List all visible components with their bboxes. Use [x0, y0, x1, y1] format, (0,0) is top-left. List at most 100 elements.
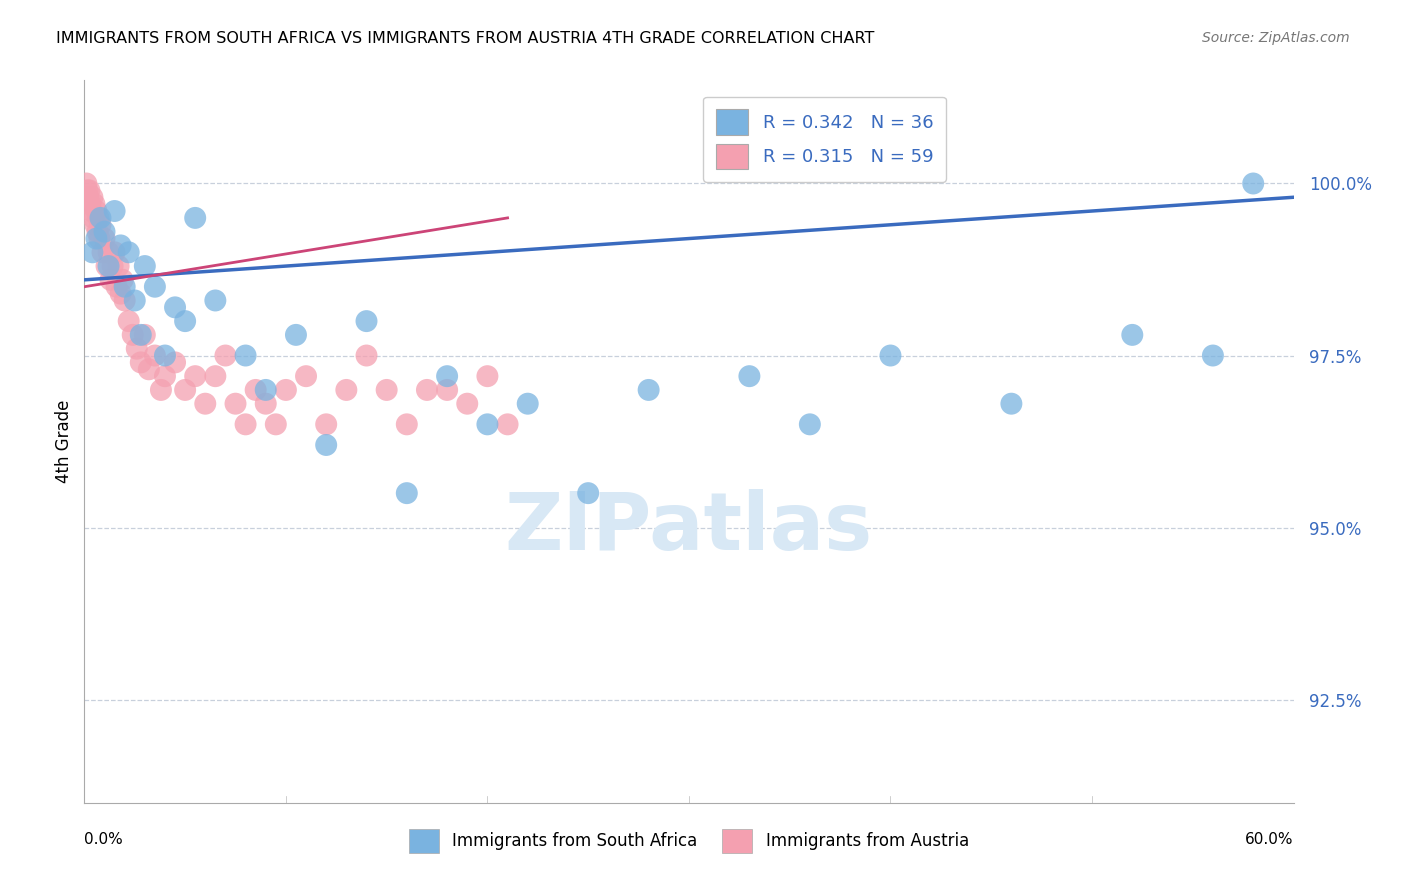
Point	[496, 417, 519, 432]
Point	[86, 204, 108, 219]
Point	[264, 417, 287, 432]
Text: 0.0%: 0.0%	[84, 831, 124, 847]
Point	[100, 273, 122, 287]
Point	[134, 259, 156, 273]
Text: Source: ZipAtlas.com: Source: ZipAtlas.com	[1202, 31, 1350, 45]
Point	[295, 369, 318, 384]
Point	[134, 327, 156, 342]
Point	[395, 486, 418, 500]
Point	[214, 349, 236, 363]
Point	[104, 204, 127, 219]
Point	[104, 245, 127, 260]
Point	[1241, 177, 1264, 191]
Point	[174, 314, 197, 328]
Point	[204, 369, 226, 384]
Point	[184, 211, 207, 225]
Point	[184, 369, 207, 384]
Point	[97, 259, 120, 273]
Point	[1202, 349, 1225, 363]
Point	[97, 245, 120, 260]
Point	[93, 231, 115, 245]
Point	[125, 342, 148, 356]
Point	[96, 259, 118, 273]
Text: 60.0%: 60.0%	[1246, 831, 1294, 847]
Point	[477, 417, 499, 432]
Point	[82, 190, 104, 204]
Point	[274, 383, 297, 397]
Point	[395, 417, 418, 432]
Point	[254, 383, 277, 397]
Point	[174, 383, 197, 397]
Point	[637, 383, 659, 397]
Point	[285, 327, 308, 342]
Point	[143, 279, 166, 293]
Y-axis label: 4th Grade: 4th Grade	[55, 400, 73, 483]
Point	[1121, 327, 1143, 342]
Text: IMMIGRANTS FROM SOUTH AFRICA VS IMMIGRANTS FROM AUSTRIA 4TH GRADE CORRELATION CH: IMMIGRANTS FROM SOUTH AFRICA VS IMMIGRAN…	[56, 31, 875, 46]
Point	[111, 273, 134, 287]
Legend: Immigrants from South Africa, Immigrants from Austria: Immigrants from South Africa, Immigrants…	[402, 822, 976, 860]
Point	[79, 183, 101, 197]
Point	[879, 349, 901, 363]
Point	[87, 211, 110, 225]
Text: ZIPatlas: ZIPatlas	[505, 489, 873, 567]
Point	[436, 369, 458, 384]
Point	[83, 197, 105, 211]
Point	[315, 438, 337, 452]
Point	[516, 397, 538, 411]
Point	[153, 369, 176, 384]
Point	[225, 397, 247, 411]
Point	[477, 369, 499, 384]
Point	[129, 355, 152, 369]
Point	[107, 259, 129, 273]
Point	[149, 383, 172, 397]
Point	[110, 238, 132, 252]
Point	[93, 225, 115, 239]
Point	[110, 286, 132, 301]
Point	[436, 383, 458, 397]
Point	[91, 245, 114, 260]
Point	[235, 349, 257, 363]
Point	[79, 197, 101, 211]
Point	[245, 383, 267, 397]
Point	[194, 397, 217, 411]
Point	[82, 245, 104, 260]
Point	[165, 355, 187, 369]
Point	[76, 183, 98, 197]
Point	[101, 259, 124, 273]
Point	[124, 293, 146, 308]
Point	[105, 279, 128, 293]
Point	[356, 349, 378, 363]
Point	[86, 231, 108, 245]
Point	[153, 349, 176, 363]
Point	[89, 218, 111, 232]
Point	[1000, 397, 1022, 411]
Point	[138, 362, 160, 376]
Point	[89, 231, 111, 245]
Point	[204, 293, 226, 308]
Point	[89, 211, 111, 225]
Point	[738, 369, 761, 384]
Point	[375, 383, 398, 397]
Point	[118, 245, 141, 260]
Point	[356, 314, 378, 328]
Point	[129, 327, 152, 342]
Point	[254, 397, 277, 411]
Point	[86, 225, 108, 239]
Point	[75, 177, 97, 191]
Point	[576, 486, 599, 500]
Point	[114, 279, 136, 293]
Point	[456, 397, 478, 411]
Point	[82, 211, 104, 225]
Point	[118, 314, 141, 328]
Point	[80, 204, 103, 219]
Point	[799, 417, 821, 432]
Point	[143, 349, 166, 363]
Point	[121, 327, 143, 342]
Point	[84, 218, 107, 232]
Point	[416, 383, 439, 397]
Point	[114, 293, 136, 308]
Point	[315, 417, 337, 432]
Point	[77, 190, 100, 204]
Point	[335, 383, 357, 397]
